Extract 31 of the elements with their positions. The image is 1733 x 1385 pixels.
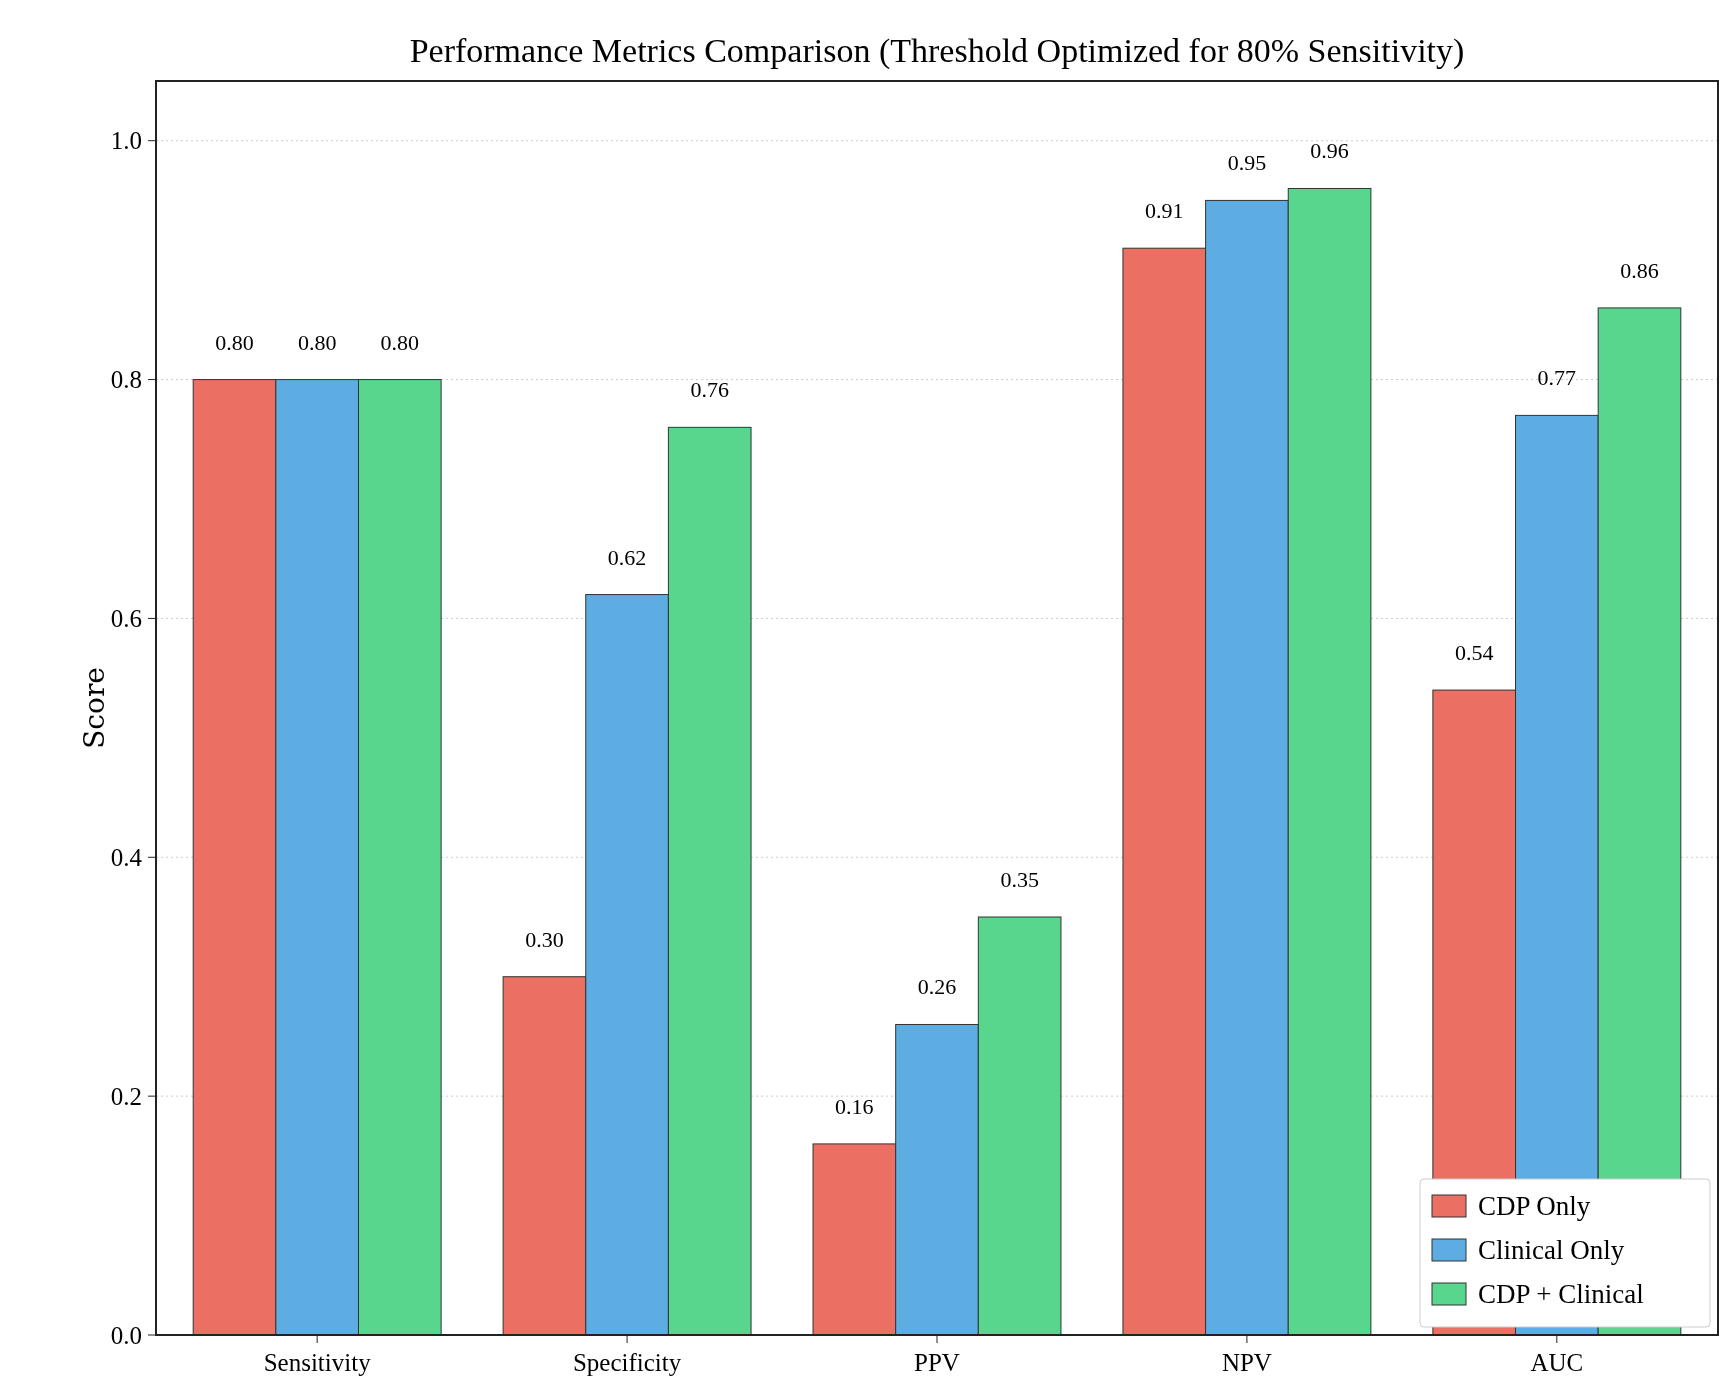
data-label: 0.86 bbox=[1620, 257, 1659, 283]
y-tick-label: 0.4 bbox=[110, 844, 143, 872]
legend-label: CDP + Clinical bbox=[1478, 1279, 1644, 1310]
x-tick-label: Sensitivity bbox=[263, 1349, 372, 1376]
data-label: 0.95 bbox=[1227, 150, 1267, 176]
x-tick-label: AUC bbox=[1530, 1349, 1584, 1376]
y-tick-label: 0.0 bbox=[110, 1321, 142, 1349]
y-axis-title: Score bbox=[78, 667, 111, 749]
chart-title: Performance Metrics Comparison (Threshold Optimized for 80% Sensitivity) bbox=[409, 32, 1465, 70]
data-label: 0.80 bbox=[297, 329, 337, 355]
y-tick-label: 0.6 bbox=[110, 605, 142, 633]
data-label: 0.26 bbox=[917, 974, 957, 1000]
data-label: 0.96 bbox=[1310, 138, 1349, 164]
data-label: 0.80 bbox=[380, 329, 420, 355]
data-label: 0.76 bbox=[690, 377, 729, 403]
y-tick-label: 1.0 bbox=[110, 127, 142, 155]
data-label: 0.30 bbox=[525, 926, 564, 952]
x-tick-label: PPV bbox=[914, 1349, 960, 1376]
x-tick-label: NPV bbox=[1221, 1349, 1272, 1376]
data-label: 0.16 bbox=[835, 1093, 874, 1119]
data-label: 0.54 bbox=[1454, 640, 1494, 666]
data-label: 0.77 bbox=[1537, 365, 1577, 391]
legend-label: CDP Only bbox=[1478, 1191, 1591, 1222]
data-label: 0.80 bbox=[215, 329, 254, 355]
data-label: 0.62 bbox=[607, 544, 647, 570]
y-tick-label: 0.2 bbox=[110, 1082, 142, 1110]
x-tick-label: Specificity bbox=[572, 1349, 682, 1376]
y-tick-label: 0.8 bbox=[110, 366, 142, 394]
data-label: 0.35 bbox=[1000, 867, 1039, 892]
legend-label: Clinical Only bbox=[1478, 1235, 1625, 1266]
data-label: 0.91 bbox=[1145, 198, 1184, 224]
